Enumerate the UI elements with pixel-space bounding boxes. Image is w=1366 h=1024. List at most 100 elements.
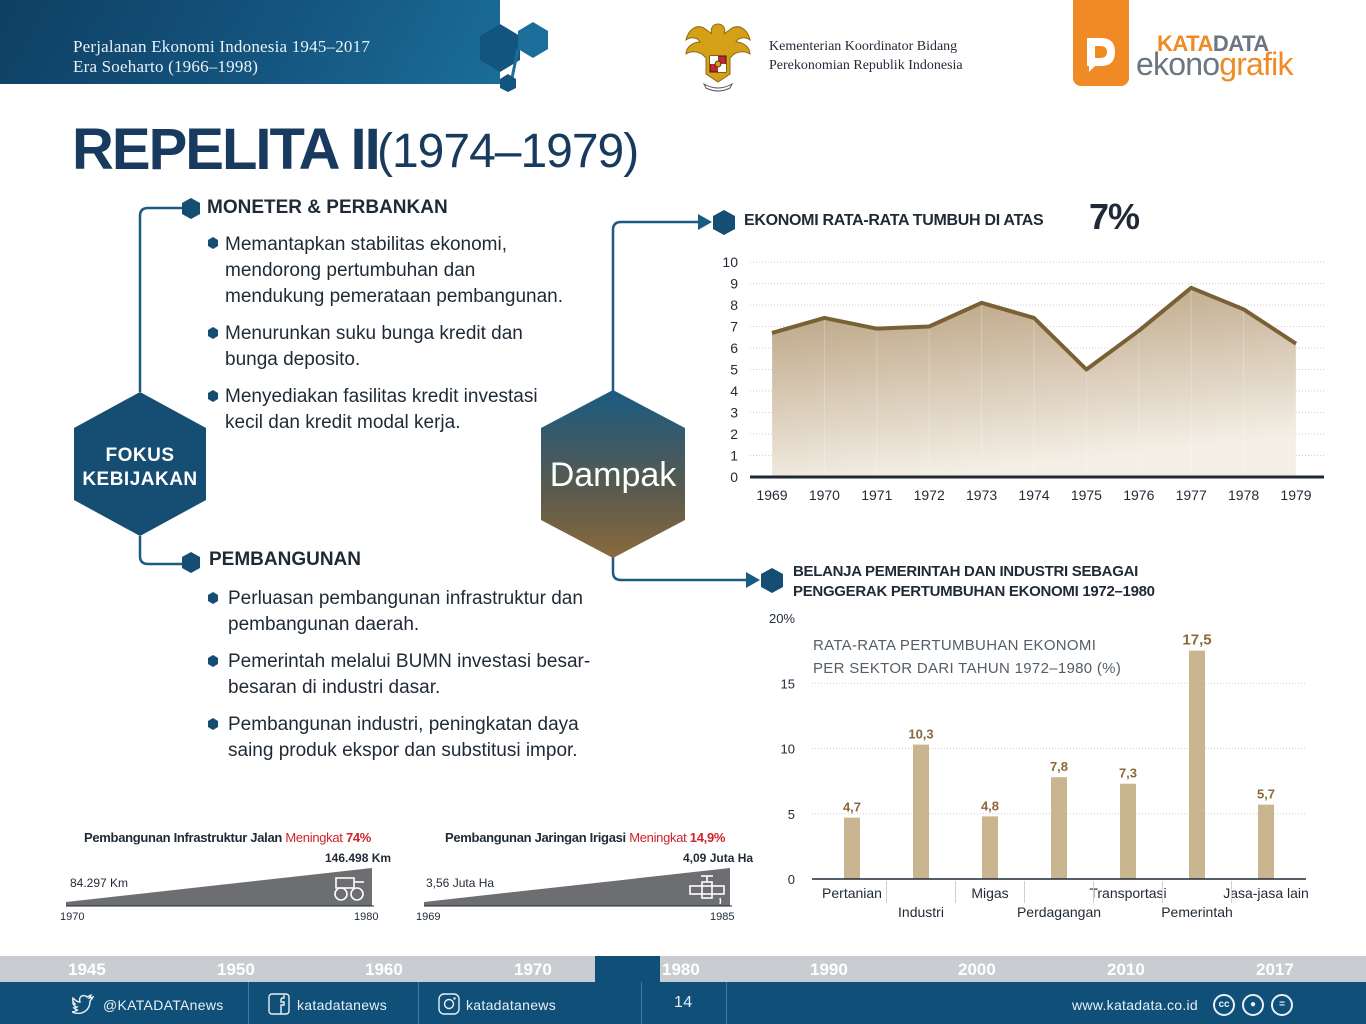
x-tick-label: 1972 [914,487,945,503]
x-tick-label: 1978 [1228,487,1259,503]
by-icon: ● [1242,994,1264,1016]
timeline-year[interactable]: 1970 [514,960,552,979]
focus-hexagon [74,392,206,536]
y-tick-label: 6 [730,340,738,356]
irrigation-start-value: 3,56 Juta Ha [426,876,495,890]
y-tick-label: 0 [730,469,738,485]
road-end-value: 146.498 Km [325,851,392,865]
monetary-item-3: Menyediakan fasilitas kredit investasi k… [225,386,538,433]
focus-hub-label: FOKUS KEBIJAKAN [82,445,198,490]
category-label: Pertanian [822,885,882,901]
y-tick-label: 10 [722,254,738,270]
y-tick-label: 1 [730,448,738,464]
twitter-icon [72,994,94,1014]
irrigation-end-value: 4,09 Juta Ha [683,851,754,865]
mini-wedge [424,868,730,906]
logo-katadata-text: KATADATA [1157,31,1269,56]
logo-ekonografik-text: ekonografik [1136,46,1293,82]
road-start-value: 84.297 Km [70,876,129,890]
sector-bar [982,816,998,879]
development-item-2: Pemerintah melalui BUMN investasi besar-… [228,651,591,698]
development-item-1: Perluasan pembangunan infrastruktur dan … [228,588,583,635]
bullet-hex-icon [208,237,218,249]
x-tick-label: 1973 [966,487,997,503]
y-tick-label: 5 [730,362,738,378]
irrigation-chart-title: Pembangunan Jaringan Irigasi Meningkat 1… [445,830,726,845]
sector-bar [1120,783,1136,879]
timeline-year[interactable]: 1945 [68,960,106,979]
category-label: Perdagangan [1017,904,1101,920]
x-tick-label: 1970 [809,487,840,503]
category-label: Jasa-jasa lain [1223,885,1309,901]
bar-value-label: 17,5 [1182,632,1211,649]
y-tick-label: 4 [730,383,738,399]
timeline-year[interactable]: 2017 [1256,960,1294,979]
y-tick-label: 5 [788,807,795,822]
x-tick-label: 1979 [1280,487,1311,503]
instagram-icon [438,993,460,1015]
sector-bar [913,744,929,879]
nd-icon: = [1271,994,1293,1016]
page-number: 14 [674,994,693,1011]
category-label: Pemerintah [1161,904,1233,920]
bar-value-label: 4,7 [843,800,861,815]
sector-chart-title-1: BELANJA PEMERINTAH DAN INDUSTRI SEBAGAI [793,563,1138,580]
y-tick-label: 8 [730,297,738,313]
cc-icon: cc [1213,994,1235,1016]
timeline-year[interactable]: 1980 [662,960,700,979]
monetary-item-1: Memantapkan stabilitas ekonomi, mendoron… [225,234,564,307]
growth-chart-title: EKONOMI RATA-RATA TUMBUH DI ATAS [744,212,1044,229]
sector-bar [1189,650,1205,879]
timeline-year[interactable]: 1990 [810,960,848,979]
facebook-handle[interactable]: katadatanews [297,997,387,1013]
page-title-years: (1974–1979) [377,125,639,178]
bar-value-label: 4,8 [981,798,999,813]
timeline-active-segment [595,956,660,982]
development-heading: PEMBANGUNAN [209,549,361,570]
growth-line [771,285,1298,372]
irrigation-start-year: 1969 [416,911,441,923]
road-chart-title: Pembangunan Infrastruktur Jalan Meningka… [84,830,372,845]
timeline-year[interactable]: 1960 [365,960,403,979]
bullet-hex-icon [208,592,218,604]
road-mini-chart [66,868,374,907]
page-title: REPELITA II [72,117,381,182]
water-valve-icon [689,875,725,905]
irrigation-mini-chart [424,868,732,907]
sector-bar [1258,804,1274,879]
header-hexagon-decoration [480,22,548,92]
katadata-d-icon [1087,38,1115,72]
category-label: Migas [971,885,1008,901]
y-tick-label: 0 [788,872,795,887]
timeline-year[interactable]: 2010 [1107,960,1145,979]
growth-highlight-value: 7% [1089,196,1140,237]
bullet-hex-icon [208,327,218,339]
ministry-line-1: Kementerian Koordinator Bidang [769,39,958,54]
twitter-handle[interactable]: @KATADATAnews [103,997,224,1013]
sector-bar [844,817,860,879]
sector-chart-subtitle-2: PER SEKTOR DARI TAHUN 1972–1980 (%) [813,660,1122,677]
growth-area-fill [772,287,1296,477]
header-band: Perjalanan Ekonomi Indonesia 1945–2017 E… [0,0,500,84]
era-title: Era Soeharto (1966–1998) [73,57,259,76]
bar-value-label: 7,8 [1050,759,1068,774]
x-tick-label: 1977 [1176,487,1207,503]
category-label: Transportasi [1089,885,1166,901]
bar-value-label: 5,7 [1257,787,1275,802]
monetary-heading: MONETER & PERBANKAN [207,197,448,218]
timeline-year[interactable]: 1950 [217,960,255,979]
x-tick-label: 1969 [756,487,787,503]
website-link[interactable]: www.katadata.co.id [1072,997,1199,1013]
y-tick-label: 3 [730,405,738,421]
footer-bar: @KATADATAnews katadatanews katadatanews … [0,982,1366,1024]
timeline-year[interactable]: 2000 [958,960,996,979]
bar-value-label: 10,3 [908,727,933,742]
y-tick-label: 20% [769,611,795,626]
road-roller-icon [334,877,364,901]
road-start-year: 1970 [60,911,85,923]
instagram-handle[interactable]: katadatanews [466,997,556,1013]
irrigation-end-year: 1985 [710,911,735,923]
katadata-logo-mark [1073,0,1129,86]
category-label: Industri [898,904,944,920]
sector-bar [1051,777,1067,879]
